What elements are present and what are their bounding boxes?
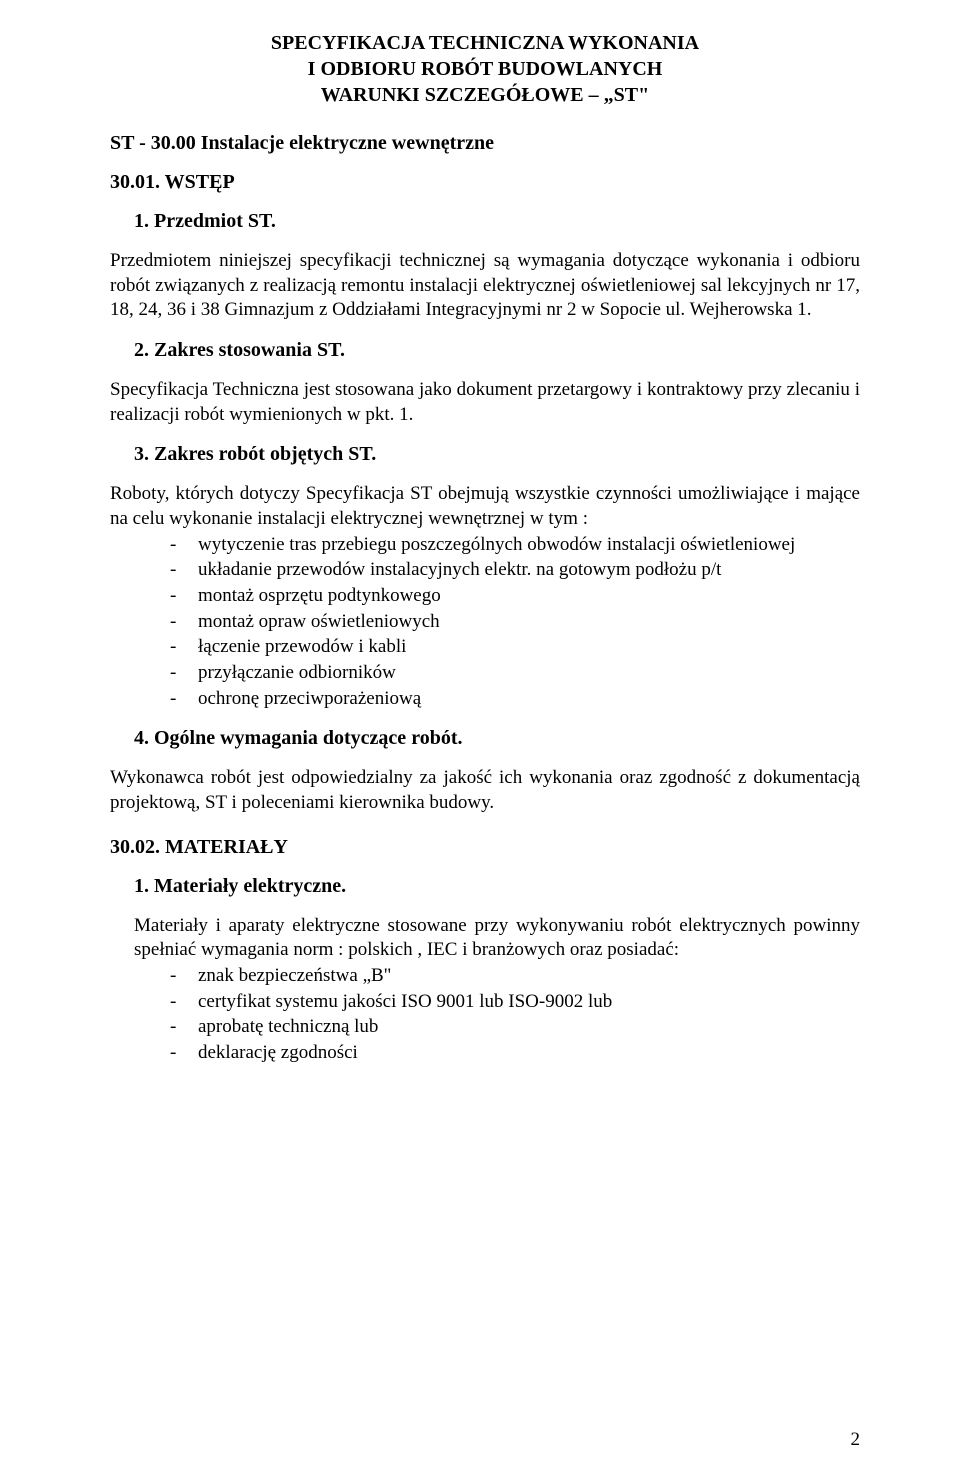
list-item: aprobatę techniczną lub — [170, 1014, 860, 1040]
list-item: znak bezpieczeństwa „B" — [170, 963, 860, 989]
page-number: 2 — [851, 1429, 861, 1451]
materials-1-heading: 1. Materiały elektryczne. — [110, 875, 860, 898]
list-item: przyłączanie odbiorników — [170, 660, 860, 686]
materials-1-intro: Materiały i aparaty elektryczne stosowan… — [110, 914, 860, 963]
list-item: ochronę przeciwporażeniową — [170, 686, 860, 712]
materialy-heading: 30.02. MATERIAŁY — [110, 836, 860, 859]
list-item: wytyczenie tras przebiegu poszczególnych… — [170, 532, 860, 558]
st-heading: ST - 30.00 Instalacje elektryczne wewnęt… — [110, 132, 860, 155]
section-2-paragraph: Specyfikacja Techniczna jest stosowana j… — [110, 378, 860, 427]
section-3-list: wytyczenie tras przebiegu poszczególnych… — [110, 532, 860, 711]
title-line-2: I ODBIORU ROBÓT BUDOWLANYCH — [110, 56, 860, 82]
materials-1-list: znak bezpieczeństwa „B" certyfikat syste… — [110, 963, 860, 1066]
title-line-3: WARUNKI SZCZEGÓŁOWE – „ST" — [110, 82, 860, 108]
section-2-heading: 2. Zakres stosowania ST. — [110, 339, 860, 362]
title-block: SPECYFIKACJA TECHNICZNA WYKONANIA I ODBI… — [110, 30, 860, 108]
list-item: łączenie przewodów i kabli — [170, 634, 860, 660]
list-item: montaż opraw oświetleniowych — [170, 609, 860, 635]
list-item: deklarację zgodności — [170, 1040, 860, 1066]
section-4-paragraph: Wykonawca robót jest odpowiedzialny za j… — [110, 766, 860, 815]
title-line-1: SPECYFIKACJA TECHNICZNA WYKONANIA — [110, 30, 860, 56]
section-1-heading: 1. Przedmiot ST. — [110, 210, 860, 233]
section-4-heading: 4. Ogólne wymagania dotyczące robót. — [110, 727, 860, 750]
list-item: układanie przewodów instalacyjnych elekt… — [170, 557, 860, 583]
section-1-paragraph: Przedmiotem niniejszej specyfikacji tech… — [110, 249, 860, 323]
list-item: certyfikat systemu jakości ISO 9001 lub … — [170, 989, 860, 1015]
wstep-heading: 30.01. WSTĘP — [110, 171, 860, 194]
list-item: montaż osprzętu podtynkowego — [170, 583, 860, 609]
section-3-intro: Roboty, których dotyczy Specyfikacja ST … — [110, 482, 860, 531]
section-3-heading: 3. Zakres robót objętych ST. — [110, 443, 860, 466]
